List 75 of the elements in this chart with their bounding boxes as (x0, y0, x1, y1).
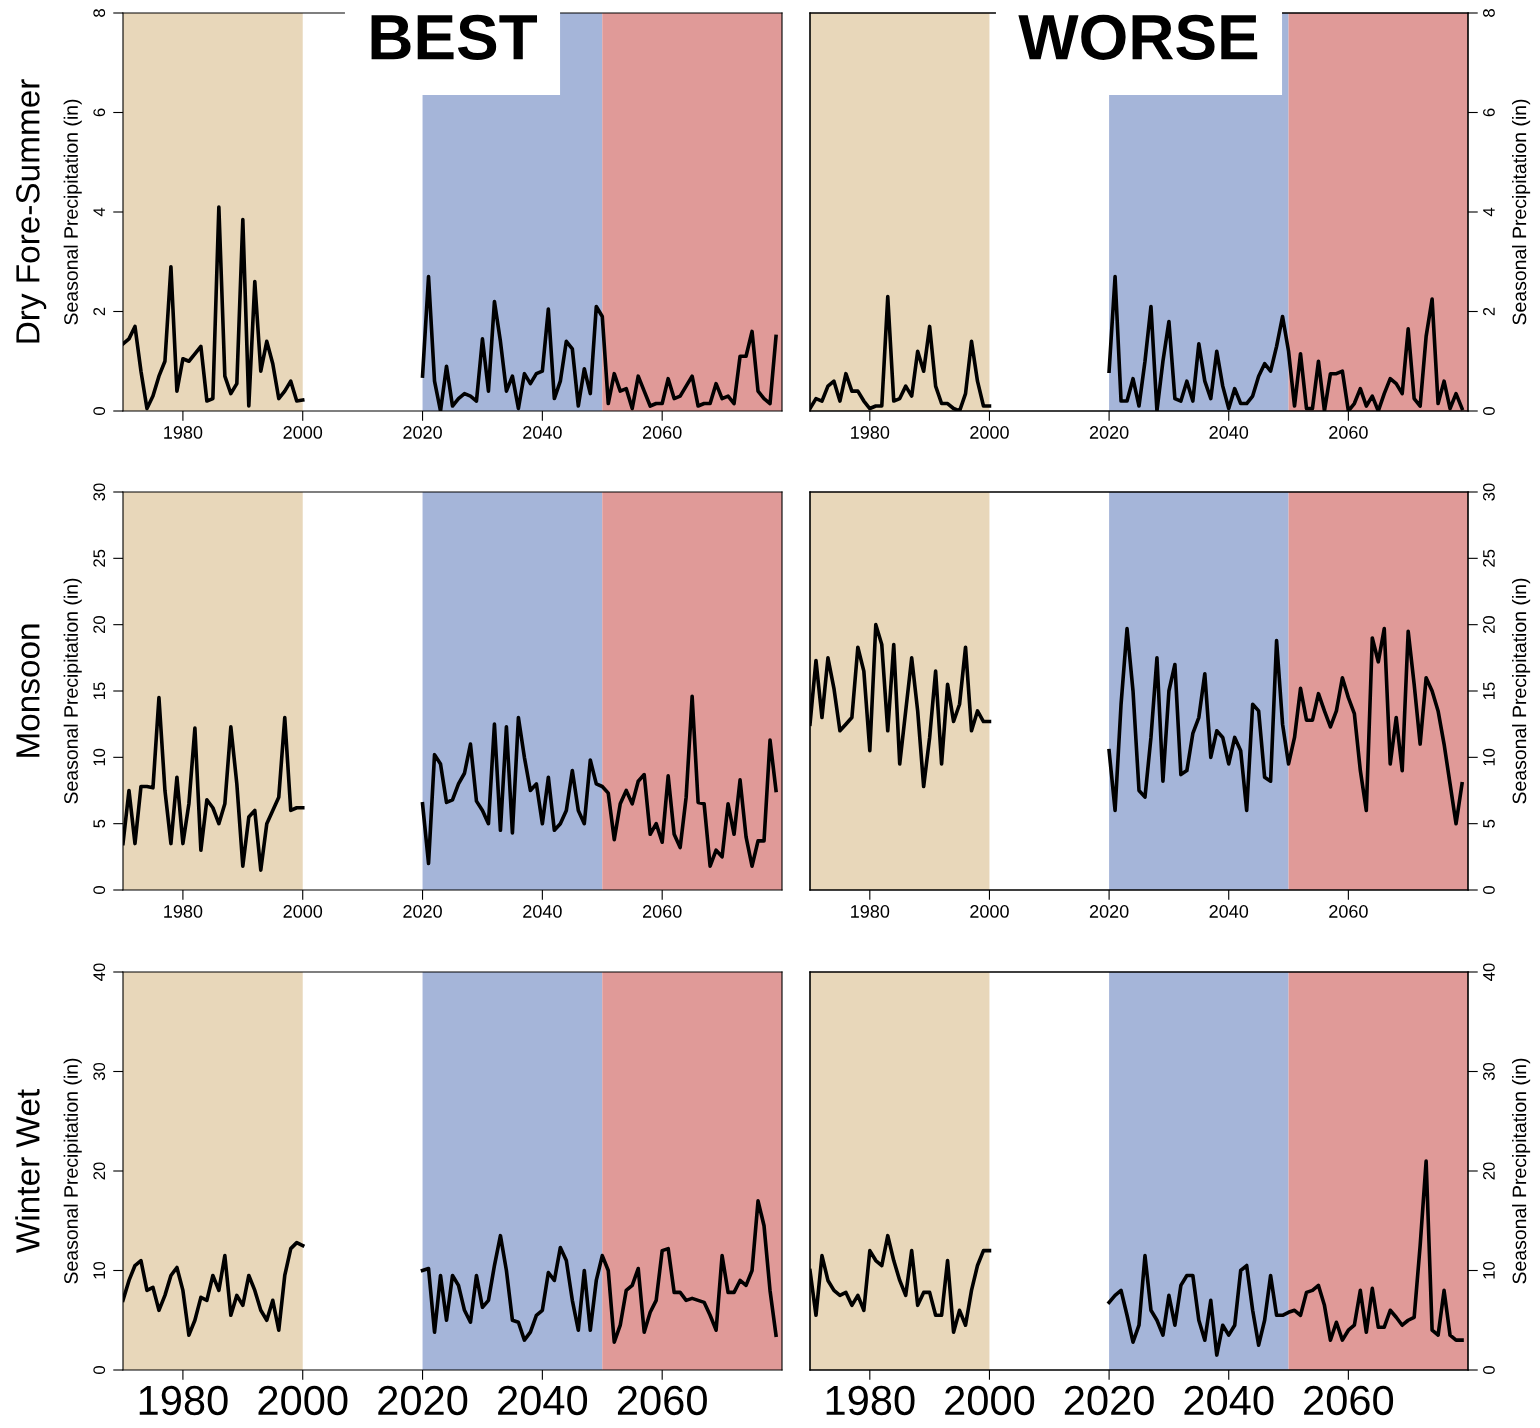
x-tick-label: 2020 (1089, 905, 1129, 918)
x-tick-label: 2000 (970, 905, 1009, 918)
y-tick-label: 40 (93, 963, 106, 981)
x-tick-label: 2020 (1089, 426, 1129, 439)
x-tick-label: 2060 (643, 905, 682, 918)
x-tick-label: 1980 (851, 426, 890, 439)
x-tick-label: 2060 (1329, 426, 1368, 439)
y2-tick-label: 15 (1483, 682, 1495, 699)
y-tick-label: 0 (93, 1366, 106, 1374)
y2-tick-label: 4 (1483, 207, 1495, 217)
chart-subtitle: WORSE (1018, 14, 1258, 60)
y-tick-label: 20 (93, 1162, 106, 1180)
y-tick-label: 20 (93, 616, 106, 634)
y2-tick-label: 8 (1483, 9, 1495, 17)
y2-tick-label: 30 (1483, 1062, 1495, 1081)
x-tick-label: 2040 (523, 905, 562, 918)
x-tick-label: 2020 (403, 426, 442, 439)
x-tick-label: 2040 (498, 1385, 588, 1416)
x-tick-label: 2020 (403, 905, 442, 918)
y-tick-label: 8 (93, 9, 106, 17)
text: Winter Wet (15, 1089, 40, 1253)
x-tick-label: 2060 (1304, 1385, 1394, 1416)
x-tick-label: 2060 (643, 426, 682, 439)
x-tick-label: 1980 (851, 905, 890, 918)
x-tick-label: 2060 (1329, 905, 1368, 918)
y-tick-label: 0 (93, 407, 106, 415)
y2-axis-title: Seasonal Precipitation (in) (1512, 99, 1531, 325)
y-tick-label: 10 (93, 748, 106, 766)
x-tick-label: 2000 (945, 1385, 1035, 1416)
y2-tick-label: 40 (1483, 963, 1495, 981)
y2-tick-label: 0 (1483, 407, 1495, 415)
y2-tick-label: 5 (1483, 819, 1495, 828)
x-tick-label: 1980 (139, 1385, 228, 1416)
y2-axis-title: Seasonal Precipitation (in) (1512, 1058, 1531, 1284)
text: Dry Fore-Summer (16, 79, 47, 343)
text: Monsoon (16, 624, 40, 757)
x-tick-label: 2020 (378, 1385, 468, 1416)
y-tick-label: 15 (93, 682, 106, 699)
y-tick-label: 2 (93, 307, 105, 316)
x-tick-label: 2000 (283, 905, 323, 918)
y2-tick-label: 20 (1483, 616, 1495, 634)
y-tick-label: 4 (93, 207, 105, 217)
y2-tick-label: 20 (1483, 1162, 1495, 1180)
y-tick-label: 30 (93, 1062, 106, 1081)
y-axis-title: Seasonal Precipitation (in) (63, 99, 82, 325)
y-tick-label: 10 (93, 1261, 106, 1279)
x-tick-label: 2000 (258, 1385, 348, 1416)
y2-tick-label: 25 (1483, 549, 1495, 567)
x-tick-label: 1980 (826, 1385, 915, 1416)
y-tick-label: 30 (93, 483, 106, 501)
y-axis-title: Seasonal Precipitation (in) (63, 578, 82, 804)
x-tick-label: 2020 (1064, 1385, 1154, 1416)
y-axis-title: Seasonal Precipitation (in) (63, 1058, 82, 1284)
x-tick-label: 2000 (283, 426, 323, 439)
chart-subtitle: BEST (371, 14, 538, 60)
x-tick-label: 2040 (1209, 426, 1249, 439)
y2-tick-label: 0 (1483, 1366, 1495, 1374)
y-tick-label: 6 (93, 108, 106, 117)
x-tick-label: 2060 (617, 1385, 707, 1416)
y2-tick-label: 6 (1483, 108, 1495, 117)
y2-axis-title: Seasonal Precipitation (in) (1512, 578, 1531, 804)
y-tick-label: 5 (93, 819, 106, 828)
x-tick-label: 1980 (164, 905, 203, 918)
x-tick-label: 2040 (1184, 1385, 1274, 1416)
y-tick-label: 25 (93, 549, 106, 567)
y2-tick-label: 30 (1483, 483, 1495, 501)
x-tick-label: 2040 (523, 426, 562, 439)
y2-tick-label: 10 (1483, 748, 1495, 766)
x-tick-label: 1980 (164, 426, 203, 439)
x-tick-label: 2040 (1209, 905, 1249, 918)
y2-tick-label: 0 (1483, 886, 1495, 894)
x-tick-label: 2000 (970, 426, 1009, 439)
y2-tick-label: 2 (1483, 307, 1495, 316)
y2-tick-label: 10 (1483, 1261, 1495, 1279)
y-tick-label: 0 (93, 886, 106, 894)
